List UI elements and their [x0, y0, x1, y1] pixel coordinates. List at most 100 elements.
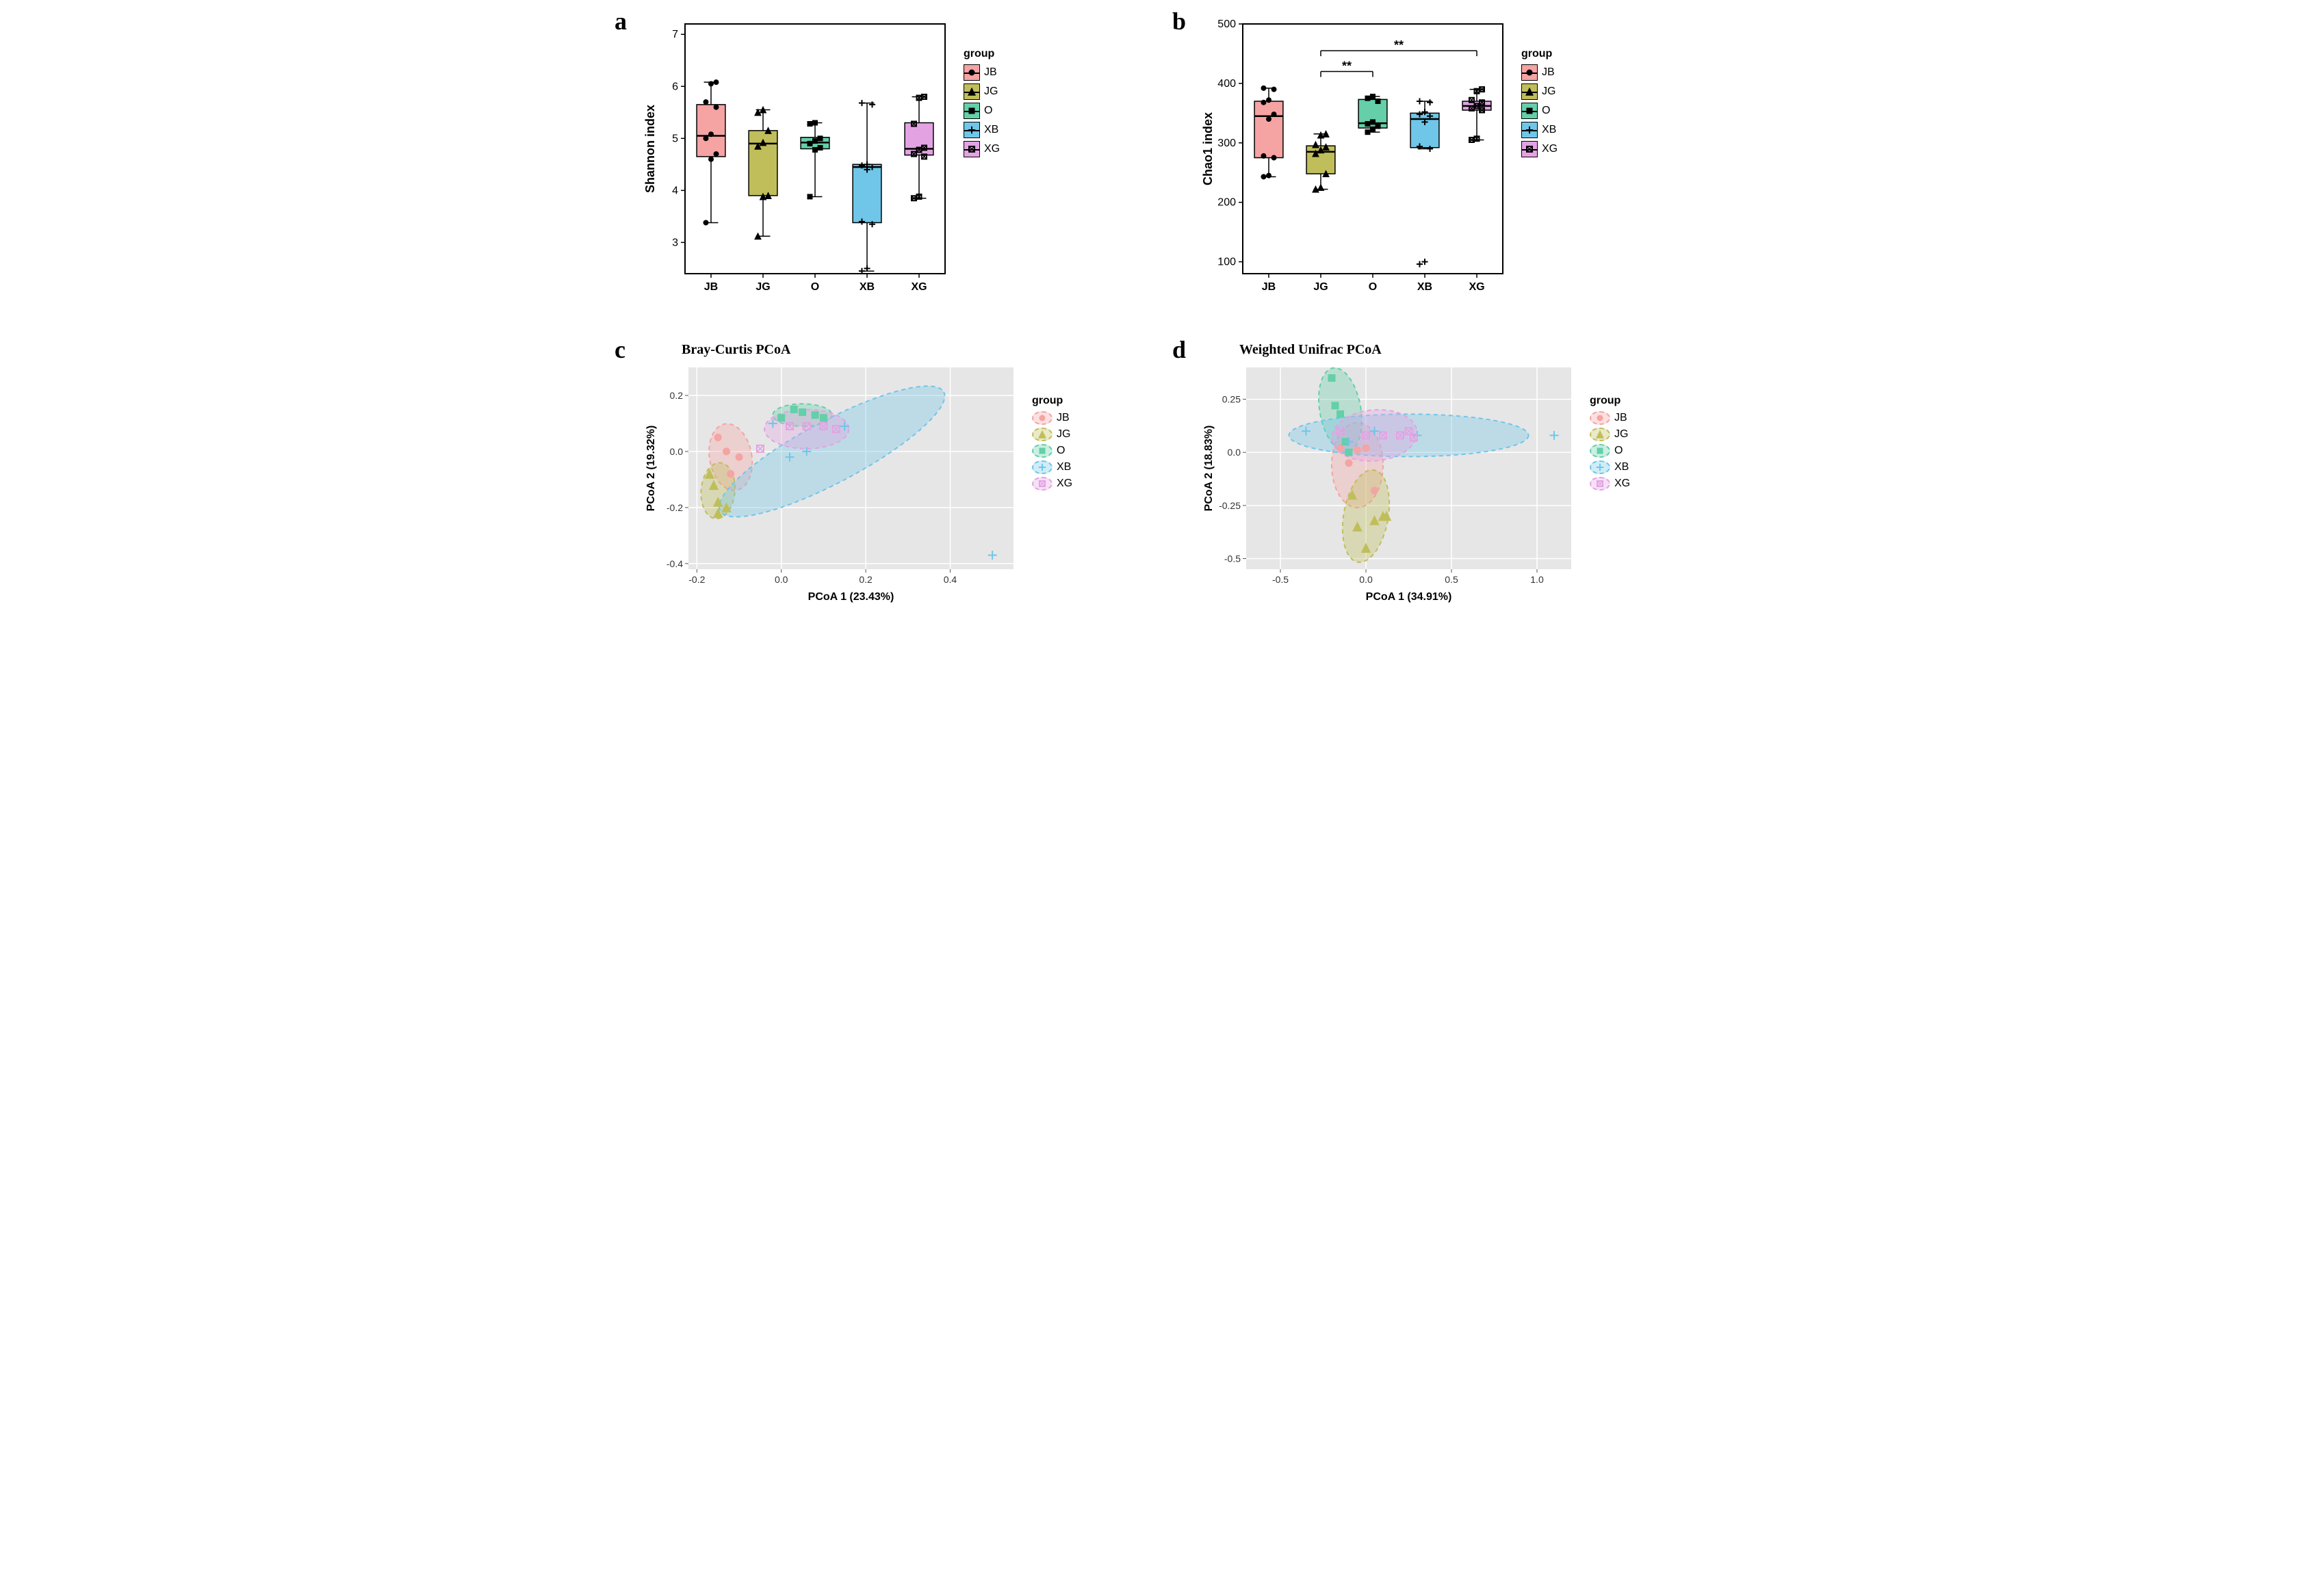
legend-item-jb: JB [964, 64, 1000, 81]
legend-label: JG [1057, 428, 1070, 441]
svg-text:3: 3 [672, 237, 678, 248]
legend-label: O [984, 105, 992, 117]
panel-d: d Weighted Unifrac PCoA -0.50.00.51.0-0.… [1172, 342, 1709, 607]
svg-text:7: 7 [672, 29, 678, 40]
legend-item-o: O [1590, 444, 1630, 458]
legend-label: XG [1057, 478, 1072, 490]
svg-text:-0.5: -0.5 [1272, 574, 1289, 585]
legend-d: group JB JG O XB XG [1590, 395, 1630, 493]
panel-a-label: a [615, 7, 635, 36]
svg-text:5: 5 [672, 133, 678, 144]
boxplot-chao1: 100 200 300 400 500 Chao1 index JB JG O XB XG ** ** [1198, 14, 1513, 308]
svg-text:Shannon index: Shannon index [643, 105, 657, 193]
legend-b: group JB JG O XB XG [1521, 48, 1558, 160]
legend-label: XB [984, 124, 998, 136]
legend-title: group [1032, 395, 1072, 407]
svg-text:0.0: 0.0 [1359, 574, 1373, 585]
panel-a: a 34567Shannon indexJBJGOXBXG groupJBJGO… [615, 14, 1152, 308]
svg-text:0.0: 0.0 [1228, 447, 1241, 458]
svg-text:6: 6 [672, 81, 678, 92]
legend-item-xg: XG [1032, 477, 1072, 491]
legend-label: XG [984, 143, 1000, 155]
svg-text:0.4: 0.4 [944, 574, 957, 585]
svg-text:0.0: 0.0 [775, 574, 788, 585]
svg-text:JB: JB [704, 281, 718, 293]
svg-text:-0.5: -0.5 [1224, 553, 1241, 564]
pcoa-unifrac: -0.5 0.0 0.5 1.0 -0.5 -0.25 0.0 0.25 PCoA 1 (34.… [1198, 361, 1581, 607]
legend-title: group [1521, 48, 1558, 60]
legend-a: group JB JG O XB XG [964, 48, 1000, 160]
legend-title: group [964, 48, 1000, 60]
legend-label: XG [1614, 478, 1630, 490]
legend-c: group JB JG O XB XG [1032, 395, 1072, 493]
legend-label: XB [1614, 461, 1629, 473]
svg-text:PCoA 2 (18.83%): PCoA 2 (18.83%) [1203, 426, 1215, 512]
legend-item-xg: XG [1590, 477, 1630, 491]
figure-grid: a 34567Shannon indexJBJGOXBXG groupJBJGO… [615, 14, 1709, 607]
legend-label: JG [1542, 86, 1555, 98]
svg-text:-0.4: -0.4 [667, 558, 683, 569]
legend-label: XB [1057, 461, 1071, 473]
svg-text:O: O [811, 281, 819, 293]
svg-text:PCoA 1 (34.91%): PCoA 1 (34.91%) [1366, 591, 1452, 603]
svg-text:JB: JB [1262, 281, 1276, 293]
panel-b: b 100200300400500Chao1 indexJBJGOXBXG***… [1172, 14, 1709, 308]
svg-text:PCoA 2 (19.32%): PCoA 2 (19.32%) [645, 426, 657, 512]
svg-text:PCoA 1 (23.43%): PCoA 1 (23.43%) [808, 591, 894, 603]
svg-text:XG: XG [911, 281, 927, 293]
panel-c-label: c [615, 335, 635, 364]
boxplot-shannon: 3 4 5 6 7 Shannon index JB JG O XB XG [641, 14, 955, 308]
legend-item-jb: JB [1032, 411, 1072, 425]
svg-text:-0.2: -0.2 [688, 574, 705, 585]
svg-text:300: 300 [1217, 138, 1236, 149]
svg-text:200: 200 [1217, 197, 1236, 209]
panel-b-label: b [1172, 7, 1193, 36]
svg-text:XB: XB [860, 281, 875, 293]
legend-label: XB [1542, 124, 1556, 136]
legend-item-jg: JG [1032, 428, 1072, 441]
legend-title: group [1590, 395, 1630, 407]
svg-text:**: ** [1394, 38, 1404, 52]
svg-text:4: 4 [672, 185, 678, 196]
legend-label: O [1057, 445, 1065, 457]
legend-item-jg: JG [1590, 428, 1630, 441]
svg-text:0.2: 0.2 [859, 574, 873, 585]
svg-text:XG: XG [1469, 281, 1484, 293]
legend-item-xg: XG [1521, 141, 1558, 157]
panel-d-label: d [1172, 335, 1193, 364]
legend-label: O [1614, 445, 1623, 457]
svg-text:0.2: 0.2 [670, 390, 684, 401]
legend-label: JB [1542, 66, 1555, 79]
svg-text:1.0: 1.0 [1530, 574, 1544, 585]
legend-item-xb: XB [1590, 460, 1630, 474]
legend-item-xb: XB [1032, 460, 1072, 474]
legend-item-jg: JG [964, 83, 1000, 100]
panel-d-title: Weighted Unifrac PCoA [1239, 342, 1630, 358]
svg-text:0.5: 0.5 [1445, 574, 1458, 585]
svg-text:JG: JG [1313, 281, 1328, 293]
svg-text:0.25: 0.25 [1222, 394, 1241, 405]
legend-label: O [1542, 105, 1550, 117]
legend-label: JG [1614, 428, 1628, 441]
legend-item-o: O [1032, 444, 1072, 458]
legend-item-o: O [964, 103, 1000, 119]
svg-text:0.0: 0.0 [670, 446, 684, 457]
svg-text:400: 400 [1217, 78, 1236, 90]
legend-item-jb: JB [1590, 411, 1630, 425]
panel-c-title: Bray-Curtis PCoA [682, 342, 1072, 358]
legend-item-o: O [1521, 103, 1558, 119]
legend-item-jg: JG [1521, 83, 1558, 100]
svg-text:JG: JG [756, 281, 770, 293]
svg-text:O: O [1369, 281, 1377, 293]
panel-c: c Bray-Curtis PCoA -0.20.00.20.4-0.4-0.2… [615, 342, 1152, 607]
pcoa-braycurtis: -0.20.00.20.4-0.4-0.20.00.2PCoA 1 (23.43… [641, 361, 1024, 607]
svg-text:100: 100 [1217, 257, 1236, 268]
svg-text:-0.25: -0.25 [1219, 500, 1241, 511]
svg-text:XB: XB [1417, 281, 1432, 293]
legend-label: JB [1614, 412, 1627, 424]
legend-label: JB [1057, 412, 1070, 424]
legend-label: XG [1542, 143, 1558, 155]
svg-text:**: ** [1342, 60, 1352, 73]
svg-text:Chao1 index: Chao1 index [1201, 112, 1215, 185]
svg-text:500: 500 [1217, 18, 1236, 30]
